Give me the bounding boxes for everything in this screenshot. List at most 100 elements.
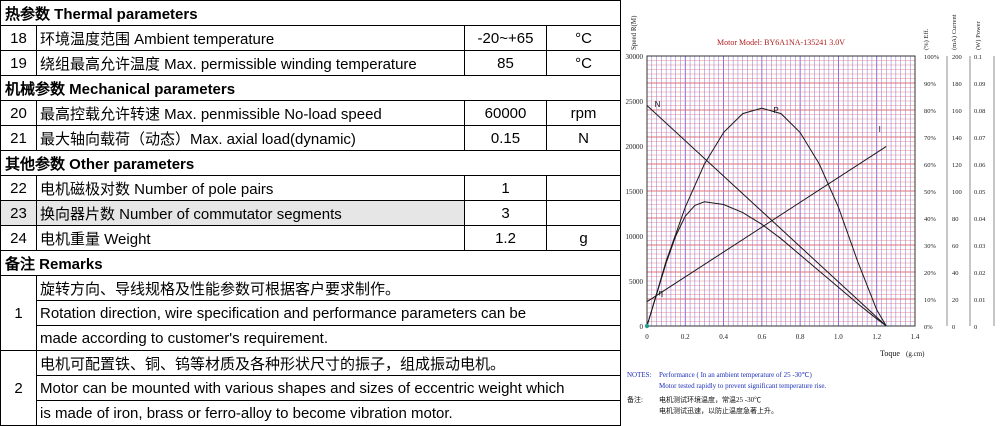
param-value: 60000: [464, 100, 547, 126]
current-axis-label: (mA) Current: [951, 14, 958, 50]
param-row: 24 电机重量 Weight 1.2 g: [0, 225, 622, 251]
speed-tick-label: 10000: [626, 233, 644, 241]
x-tick-label: 0.4: [719, 333, 728, 341]
power-tick-label: 0.08: [974, 108, 985, 115]
param-row: 18 环境温度范围 Ambient temperature -20~+65 °C: [0, 25, 622, 51]
eff-tick-label: 0%: [924, 324, 933, 331]
power-tick-label: 0.03: [974, 243, 985, 250]
notes-line-2: Motor tested rapidly to prevent signific…: [659, 382, 826, 390]
param-value: 85: [464, 50, 547, 76]
section-header-thermal: 热参数 Thermal parameters: [0, 0, 622, 26]
param-number: 23: [0, 200, 37, 226]
power-tick-label: 0.06: [974, 162, 986, 169]
speed-tick-label: 15000: [626, 188, 644, 196]
series-label-p: P: [773, 106, 778, 115]
current-tick-label: 60: [952, 243, 959, 250]
remark-text: is made of iron, brass or ferro-alloy to…: [35, 400, 622, 426]
param-number: 21: [0, 125, 37, 151]
param-description: 电机磁极对数 Number of pole pairs: [36, 175, 465, 201]
speed-tick-label: 25000: [626, 98, 644, 106]
remark-row: 2 电机可配置铁、铜、钨等材质及各种形状尺寸的振子，组成振动电机。: [0, 350, 622, 426]
param-description: 换向器片数 Number of commutator segments: [36, 200, 465, 226]
param-row: 23 换向器片数 Number of commutator segments 3: [0, 200, 622, 226]
x-tick-label: 1.4: [911, 333, 920, 341]
section-header-remarks: 备注 Remarks: [0, 250, 622, 276]
power-tick-label: 0.05: [974, 189, 985, 196]
param-value: -20~+65: [464, 25, 547, 51]
speed-tick-label: 0: [640, 323, 644, 331]
power-tick-label: 0.01: [974, 297, 985, 304]
param-description: 最大轴向载荷（动态）Max. axial load(dynamic): [36, 125, 465, 151]
remark-row: Rotation direction, wire specification a…: [1, 300, 622, 326]
param-number: 18: [0, 25, 37, 51]
eff-tick-label: 10%: [924, 297, 937, 304]
remark-number: 1: [0, 275, 37, 351]
param-value: 0.15: [464, 125, 547, 151]
eff-tick-label: 60%: [924, 162, 937, 169]
param-unit: g: [545, 225, 622, 251]
notes-label: NOTES:: [627, 371, 652, 379]
series-line-n: [646, 105, 887, 327]
current-tick-label: 120: [952, 162, 962, 169]
series-line-p: [646, 107, 887, 327]
param-unit: [545, 200, 622, 226]
param-unit: [545, 175, 622, 201]
series-label-eff: η: [658, 289, 662, 298]
speed-tick-label: 20000: [626, 143, 644, 151]
notes-cn-line-1: 电机测试环境温度，常温25 -30℃: [659, 395, 761, 404]
param-row: 21 最大轴向载荷（动态）Max. axial load(dynamic) 0.15…: [0, 125, 622, 151]
eff-axis-label: (%) Eff.: [923, 28, 930, 50]
remark-text: Motor can be mounted with various shapes…: [35, 375, 622, 401]
power-tick-label: 0.04: [974, 216, 986, 223]
param-value: 1: [464, 175, 547, 201]
remark-number: 2: [0, 350, 37, 426]
x-axis-unit: (g.cm): [906, 350, 925, 358]
speed-axis-label: Speed R(M): [630, 15, 638, 50]
x-tick-label: 0.2: [681, 333, 690, 341]
performance-chart: Motor Model: BY6A1NA-135241 3.0V 0 0.2 0.4 0…: [626, 14, 995, 415]
remark-row: 1 旋转方向、导线规格及性能参数可根据客户要求制作。: [0, 275, 622, 351]
notes-line-1: Performance ( In an ambient temperature …: [659, 371, 813, 379]
notes-cn-line-2: 电机测试迅速，以防止温度急著上升。: [659, 406, 778, 415]
current-tick-label: 80: [952, 216, 959, 223]
param-unit: N: [545, 125, 622, 151]
power-tick-label: 0.09: [974, 81, 985, 88]
section-title: 热参数 Thermal parameters: [0, 0, 622, 26]
x-axis-label: Toque: [880, 349, 900, 358]
origin-marker: [644, 323, 650, 329]
param-description: 最高控载允许转速 Max. penmissible No-load speed: [36, 100, 465, 126]
param-number: 22: [0, 175, 37, 201]
x-tick-label: 0.6: [757, 333, 766, 341]
current-tick-label: 140: [952, 135, 962, 142]
param-row: 20 最高控载允许转速 Max. penmissible No-load spee…: [0, 100, 622, 126]
param-value: 3: [464, 200, 547, 226]
param-row: 19 绕组最高允许温度 Max. permissible winding temp…: [0, 50, 622, 76]
series-label-i: I: [879, 125, 881, 134]
eff-tick-label: 80%: [924, 108, 937, 115]
spec-table: 热参数 Thermal parameters 18 环境温度范围 Ambient t…: [0, 0, 622, 426]
param-number: 24: [0, 225, 37, 251]
speed-tick-label: 30000: [626, 53, 644, 61]
eff-tick-label: 40%: [924, 216, 937, 223]
power-tick-label: 0: [974, 324, 977, 331]
eff-tick-label: 90%: [924, 81, 937, 88]
current-tick-label: 0: [952, 324, 955, 331]
power-tick-label: 0.07: [974, 135, 986, 142]
x-tick-label: 0: [645, 333, 649, 341]
speed-tick-label: 5000: [629, 278, 644, 286]
current-tick-label: 200: [952, 54, 962, 61]
plot-frame: [646, 55, 916, 327]
notes-cn-label: 备注:: [627, 395, 643, 404]
param-unit: °C: [545, 25, 622, 51]
remark-row: Motor can be mounted with various shapes…: [1, 375, 622, 401]
param-description: 环境温度范围 Ambient temperature: [36, 25, 465, 51]
eff-tick-label: 50%: [924, 189, 937, 196]
remark-text: Rotation direction, wire specification a…: [35, 300, 622, 326]
param-number: 20: [0, 100, 37, 126]
eff-tick-label: 30%: [924, 243, 937, 250]
section-header-mechanical: 机械参数 Mechanical parameters: [0, 75, 622, 101]
param-unit: rpm: [545, 100, 622, 126]
remark-text: 电机可配置铁、铜、钨等材质及各种形状尺寸的振子，组成振动电机。: [35, 350, 622, 376]
eff-tick-label: 20%: [924, 270, 937, 277]
x-tick-label: 0.8: [796, 333, 805, 341]
